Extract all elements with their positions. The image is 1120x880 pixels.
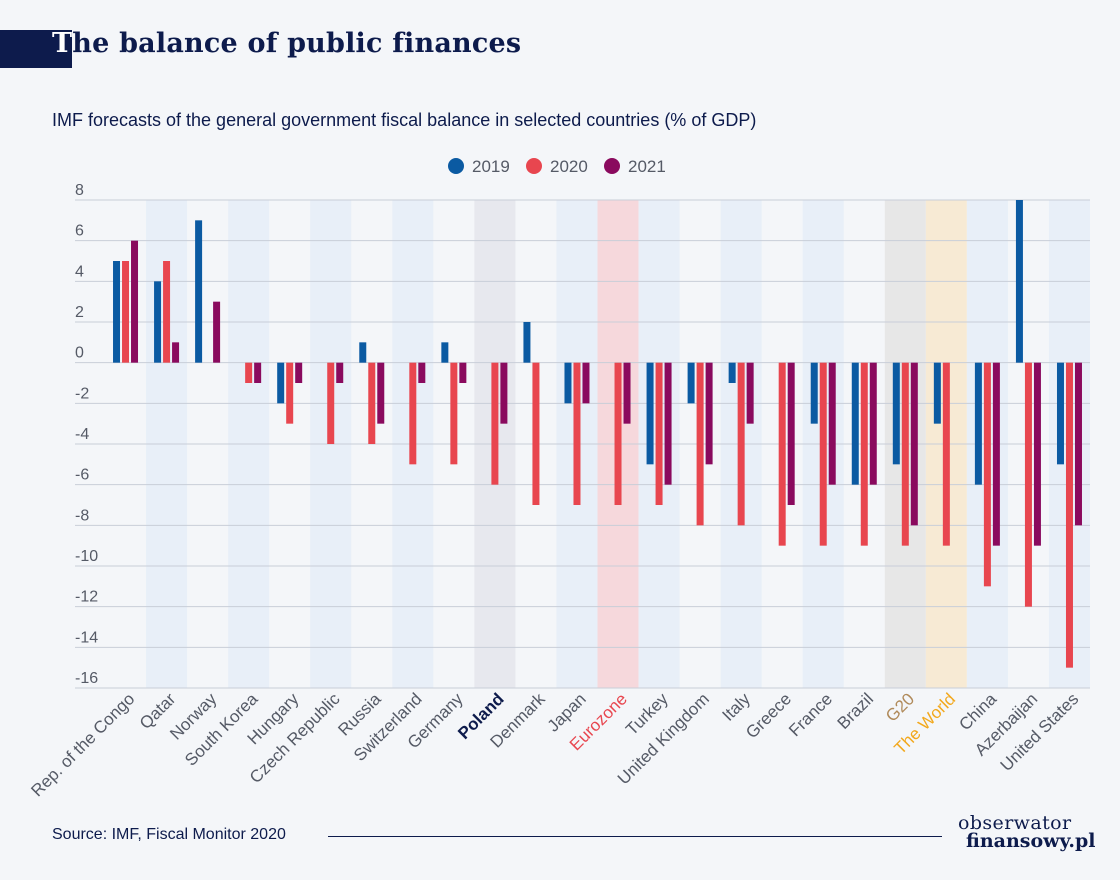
logo-line2: finansowy.pl: [966, 830, 1096, 852]
bar-2019: [195, 220, 203, 363]
logo-line1: obserwator: [958, 812, 1072, 834]
bar-2021: [131, 240, 139, 363]
legend-dot-2020: [526, 158, 542, 174]
bar-2020: [286, 362, 294, 424]
y-tick-label: -16: [75, 670, 98, 687]
bar-2020: [737, 362, 745, 526]
bar-2020: [327, 362, 335, 444]
bar-2021: [336, 362, 344, 383]
source-note: Source: IMF, Fiscal Monitor 2020: [52, 826, 286, 843]
bar-2021: [787, 362, 795, 505]
y-tick-label: -8: [75, 507, 89, 524]
bar-2021: [828, 362, 836, 485]
bar-2019: [523, 322, 531, 363]
bar-2020: [491, 362, 499, 485]
y-tick-label: 2: [75, 304, 84, 321]
bar-2021: [172, 342, 180, 363]
bar-2019: [851, 362, 859, 485]
y-tick-label: -4: [75, 426, 89, 443]
bar-2019: [113, 261, 121, 363]
legend-dot-2021: [604, 158, 620, 174]
legend-dot-2019: [448, 158, 464, 174]
chart-subtitle: IMF forecasts of the general government …: [52, 110, 757, 130]
bar-2019: [1056, 362, 1064, 465]
bar-2021: [582, 362, 590, 404]
bar-2020: [696, 362, 704, 526]
y-tick-label: 6: [75, 223, 84, 240]
legend-label-2019: 2019: [472, 157, 510, 176]
bar-2019: [359, 342, 367, 363]
bar-2021: [500, 362, 508, 424]
bar-2020: [655, 362, 663, 505]
legend-label-2021: 2021: [628, 157, 666, 176]
bar-2020: [1024, 362, 1032, 607]
title-rest: he balance of public finances: [72, 28, 522, 59]
bar-2020: [122, 261, 130, 363]
source-divider: [328, 836, 942, 837]
bar-2020: [245, 362, 253, 383]
bar-2020: [901, 362, 909, 546]
publisher-logo: obserwator finansowy.pl: [958, 812, 1096, 852]
bar-2019: [154, 281, 162, 363]
bar-2021: [910, 362, 918, 526]
bar-2021: [254, 362, 262, 383]
bar-2020: [368, 362, 376, 444]
bar-2019: [974, 362, 982, 485]
bar-2019: [728, 362, 736, 383]
bar-2020: [778, 362, 786, 546]
x-category-label: Brazil: [834, 689, 877, 732]
bar-2021: [377, 362, 385, 424]
bar-2021: [1074, 362, 1082, 526]
y-tick-label: -10: [75, 548, 98, 565]
bar-2020: [942, 362, 950, 546]
bar-2019: [933, 362, 941, 424]
bar-2020: [983, 362, 991, 587]
bar-2019: [892, 362, 900, 465]
title-accent-block: [0, 30, 72, 68]
y-tick-label: 4: [75, 263, 84, 280]
title-first-letter: T: [52, 28, 73, 59]
page-title: The balance of public finances: [52, 28, 521, 59]
bar-2019: [810, 362, 818, 424]
bar-2021: [1033, 362, 1041, 546]
bar-2020: [409, 362, 417, 465]
legend-label-2020: 2020: [550, 157, 588, 176]
y-tick-label: -14: [75, 629, 98, 646]
bar-2021: [295, 362, 303, 383]
bar-2020: [860, 362, 868, 546]
x-category-label: Rep. of the Congo: [27, 689, 138, 800]
bar-2020: [614, 362, 622, 505]
y-tick-label: 8: [75, 182, 84, 199]
bar-2020: [819, 362, 827, 546]
bar-2021: [705, 362, 713, 465]
bar-2020: [163, 261, 171, 363]
bar-2021: [418, 362, 426, 383]
bar-2021: [459, 362, 467, 383]
bar-2021: [623, 362, 631, 424]
bar-2019: [687, 362, 695, 404]
bar-2019: [646, 362, 654, 465]
y-tick-label: -6: [75, 467, 89, 484]
bar-2021: [664, 362, 672, 485]
x-category-label: France: [785, 689, 836, 740]
bar-2021: [869, 362, 877, 485]
bar-2019: [277, 362, 285, 404]
x-category-label: Italy: [718, 689, 754, 725]
bar-2020: [532, 362, 540, 505]
y-tick-label: -2: [75, 385, 89, 402]
bar-2019: [1015, 200, 1023, 363]
bar-2020: [1065, 362, 1073, 668]
y-tick-label: -12: [75, 589, 98, 606]
bar-2019: [441, 342, 449, 363]
bar-2020: [450, 362, 458, 465]
bar-2021: [213, 301, 221, 363]
bar-2021: [992, 362, 1000, 546]
bar-2020: [573, 362, 581, 505]
bar-2021: [746, 362, 754, 424]
bar-2019: [564, 362, 572, 404]
x-category-label: G20: [882, 689, 918, 725]
x-category-label: Greece: [742, 689, 795, 742]
y-tick-label: 0: [75, 345, 84, 362]
